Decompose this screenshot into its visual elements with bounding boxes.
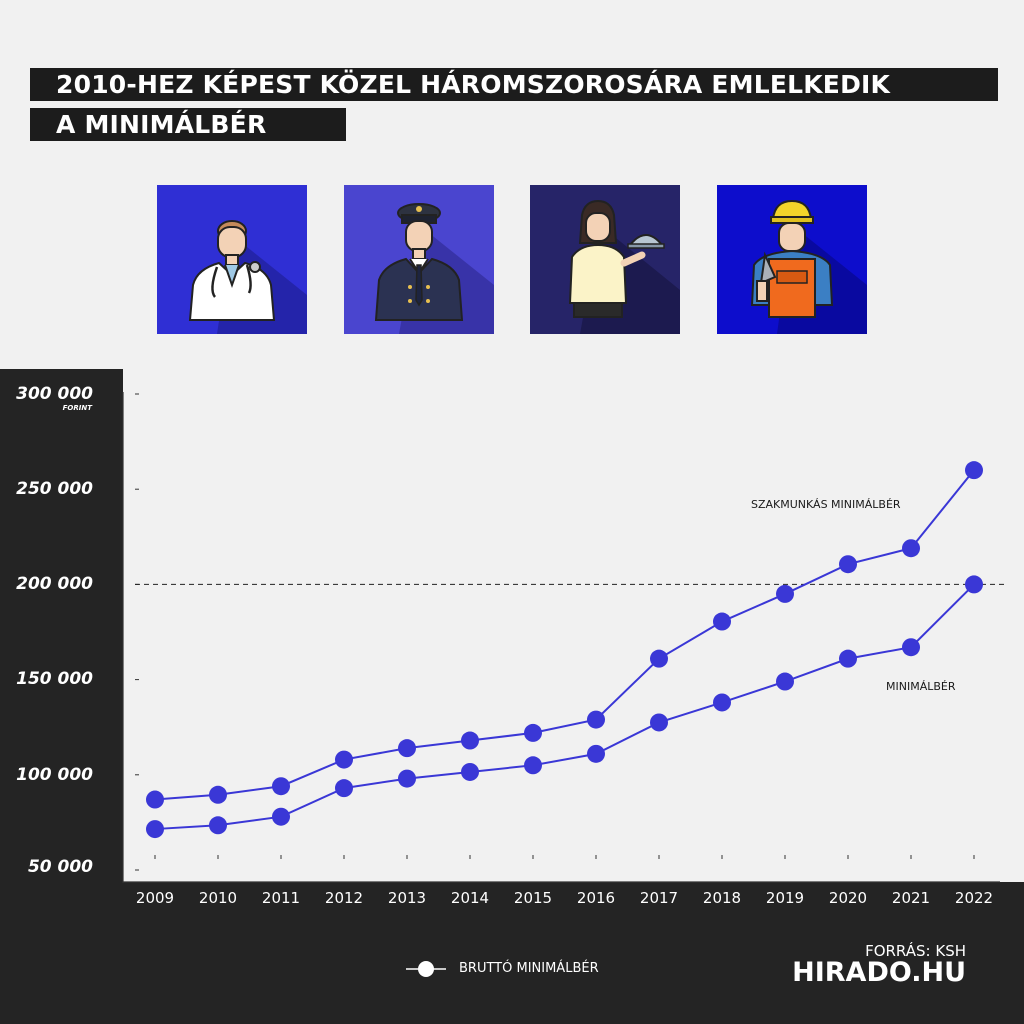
y-axis-panel xyxy=(0,369,123,884)
data-point xyxy=(902,638,920,657)
legend-marker xyxy=(406,961,446,977)
x-tick-label: 2013 xyxy=(387,889,427,907)
data-point xyxy=(839,555,857,574)
doctor-icon xyxy=(157,185,307,334)
data-point xyxy=(209,785,227,804)
data-point xyxy=(524,723,542,742)
data-point xyxy=(335,779,353,798)
x-tick-label: 2011 xyxy=(261,889,301,907)
data-point xyxy=(587,710,605,729)
data-point xyxy=(965,461,983,480)
x-tick-label: 2020 xyxy=(828,889,868,907)
x-tick-label: 2009 xyxy=(135,889,175,907)
data-point xyxy=(398,739,416,758)
x-tick-label: 2021 xyxy=(891,889,931,907)
x-tick-label: 2012 xyxy=(324,889,364,907)
x-tick-label: 2010 xyxy=(198,889,238,907)
y-axis-unit: FORINT xyxy=(62,404,92,412)
data-point xyxy=(335,750,353,769)
data-point xyxy=(839,649,857,668)
footer-panel xyxy=(0,882,1024,1024)
data-point xyxy=(524,756,542,775)
x-tick-label: 2019 xyxy=(765,889,805,907)
data-point xyxy=(650,649,668,668)
y-tick-label: 200 000 xyxy=(16,574,93,594)
x-tick-label: 2017 xyxy=(639,889,679,907)
data-point xyxy=(965,575,983,594)
x-tick-label: 2015 xyxy=(513,889,553,907)
data-point xyxy=(146,790,164,809)
x-tick-label: 2016 xyxy=(576,889,616,907)
data-point xyxy=(461,731,479,750)
brand-logo: HIRADO.HU xyxy=(792,957,966,988)
data-point xyxy=(272,777,290,796)
data-point xyxy=(650,713,668,732)
pilot-icon xyxy=(344,185,494,334)
data-point xyxy=(713,612,731,631)
series-line-minimum xyxy=(154,583,975,831)
chart-title-line1: 2010-HEZ KÉPEST KÖZEL HÁROMSZOROSÁRA EML… xyxy=(30,68,998,101)
data-point xyxy=(398,769,416,788)
data-point xyxy=(902,539,920,558)
data-point xyxy=(461,762,479,781)
legend-label: BRUTTÓ MINIMÁLBÉR xyxy=(459,961,599,976)
waitress-icon xyxy=(530,185,680,334)
x-tick-label: 2022 xyxy=(954,889,994,907)
chart-title-line2: A MINIMÁLBÉR xyxy=(30,108,346,141)
data-point xyxy=(776,584,794,603)
source-note: FORRÁS: KSH xyxy=(865,942,966,960)
data-point xyxy=(272,807,290,826)
y-tick-label: 250 000 xyxy=(16,479,93,499)
x-tick-label: 2018 xyxy=(702,889,742,907)
y-tick-label: 150 000 xyxy=(16,669,93,689)
data-point xyxy=(776,672,794,691)
data-point xyxy=(209,816,227,835)
data-point xyxy=(713,693,731,712)
series-line-skilled xyxy=(154,469,975,801)
y-tick-label: 100 000 xyxy=(16,765,93,785)
construction-worker-icon xyxy=(717,185,867,334)
x-tick-label: 2014 xyxy=(450,889,490,907)
data-point xyxy=(587,744,605,763)
y-tick-label: 50 000 xyxy=(27,857,93,877)
y-tick-label: 300 000 xyxy=(16,384,93,404)
series-label-minimum: MINIMÁLBÉR xyxy=(886,680,956,693)
data-point xyxy=(146,820,164,839)
series-label-skilled: SZAKMUNKÁS MINIMÁLBÉR xyxy=(751,498,901,511)
